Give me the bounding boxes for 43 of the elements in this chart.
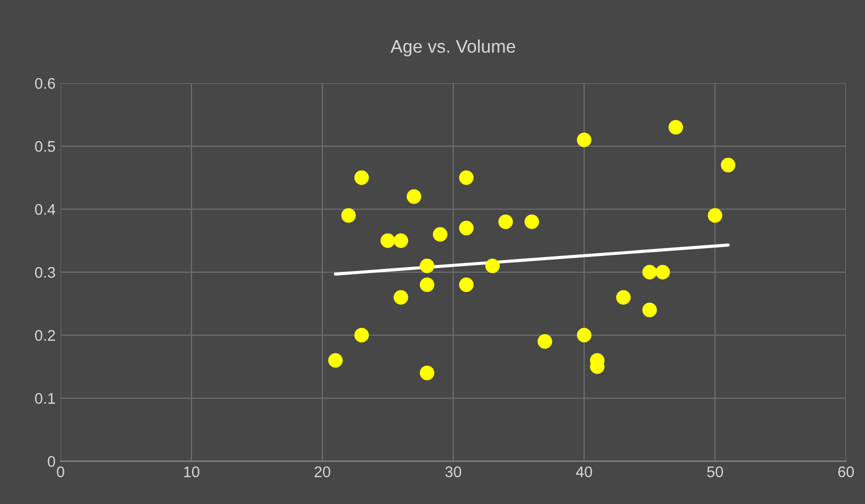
x-tick-label: 30 [445, 466, 462, 478]
point [341, 208, 356, 223]
point [432, 227, 448, 242]
x-tick-label: 60 [838, 466, 854, 478]
point [524, 214, 540, 230]
point [642, 302, 657, 318]
point [655, 264, 670, 280]
y-tick-label: 0 [48, 456, 56, 467]
point [394, 233, 408, 248]
y-tick-label: 0.3 [35, 267, 56, 278]
y-tick-label: 0.1 [35, 393, 55, 404]
point [380, 233, 396, 248]
point [485, 258, 500, 274]
point [616, 290, 631, 305]
point [720, 158, 736, 172]
point [420, 366, 434, 380]
point [459, 220, 474, 236]
x-tick-label: 50 [707, 466, 723, 478]
point [538, 334, 552, 349]
point [394, 290, 408, 305]
point [668, 120, 684, 135]
point [328, 353, 343, 368]
point [354, 170, 369, 185]
point [459, 170, 474, 185]
y-tick-label: 0.4 [35, 204, 56, 215]
x-tick-label: 10 [184, 466, 200, 478]
x-tick-label: 20 [314, 466, 330, 478]
point [420, 258, 434, 274]
point [642, 264, 657, 280]
point [708, 208, 722, 223]
point [406, 189, 422, 204]
y-tick-label: 0.5 [35, 141, 56, 152]
y-tick-label: 0.2 [35, 330, 55, 341]
point [459, 277, 474, 292]
point [420, 277, 434, 292]
point [576, 328, 592, 342]
point [576, 132, 592, 148]
x-tick-label: 40 [576, 466, 592, 478]
point [498, 214, 513, 230]
chart-title: Age vs. Volume [390, 40, 516, 56]
y-tick-label: 0.6 [35, 78, 56, 89]
x-tick-label: 0 [56, 466, 64, 478]
point [354, 328, 369, 342]
